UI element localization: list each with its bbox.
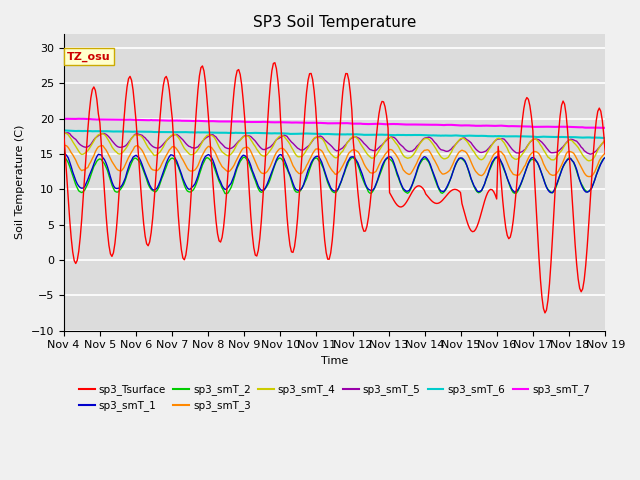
sp3_smT_2 xyxy=(300,182,307,188)
sp3_smT_2 xyxy=(252,178,259,183)
sp3_smT_2 xyxy=(223,191,230,196)
sp3_Tsurface xyxy=(602,151,609,157)
sp3_smT_4 xyxy=(60,131,67,136)
sp3_smT_5 xyxy=(241,133,248,139)
sp3_smT_1 xyxy=(60,150,67,156)
sp3_smT_2 xyxy=(243,156,250,162)
sp3_smT_4 xyxy=(585,158,593,164)
X-axis label: Time: Time xyxy=(321,356,348,366)
sp3_smT_4 xyxy=(223,152,230,158)
sp3_smT_2 xyxy=(241,155,248,160)
sp3_smT_5 xyxy=(298,147,306,153)
sp3_smT_6 xyxy=(223,130,230,136)
sp3_smT_3 xyxy=(250,155,258,161)
sp3_smT_6 xyxy=(573,134,580,140)
sp3_smT_3 xyxy=(585,174,593,180)
sp3_smT_7 xyxy=(602,125,609,131)
sp3_smT_7 xyxy=(600,125,607,131)
sp3_smT_1 xyxy=(248,168,256,173)
sp3_smT_3 xyxy=(241,145,248,151)
sp3_smT_7 xyxy=(128,117,136,123)
sp3_smT_5 xyxy=(223,145,230,151)
sp3_smT_2 xyxy=(574,173,582,179)
sp3_smT_6 xyxy=(250,130,258,136)
sp3_smT_5 xyxy=(586,151,594,157)
sp3_smT_3 xyxy=(60,143,67,148)
sp3_smT_1 xyxy=(297,187,305,192)
sp3_smT_5 xyxy=(128,135,136,141)
sp3_smT_2 xyxy=(126,164,134,169)
sp3_smT_5 xyxy=(60,131,67,137)
sp3_smT_6 xyxy=(298,131,306,136)
sp3_smT_7 xyxy=(298,120,306,126)
sp3_smT_4 xyxy=(250,142,258,147)
sp3_smT_3 xyxy=(573,156,580,161)
sp3_smT_3 xyxy=(61,143,69,148)
sp3_smT_4 xyxy=(602,137,609,143)
sp3_Tsurface xyxy=(221,209,229,215)
sp3_Tsurface xyxy=(60,128,67,134)
sp3_Tsurface xyxy=(298,150,306,156)
sp3_smT_1 xyxy=(239,152,247,158)
Line: sp3_Tsurface: sp3_Tsurface xyxy=(63,63,605,313)
sp3_smT_2 xyxy=(221,191,229,196)
sp3_Tsurface xyxy=(126,73,134,79)
sp3_Tsurface xyxy=(574,276,582,282)
sp3_smT_4 xyxy=(573,143,580,148)
Legend: sp3_Tsurface, sp3_smT_1, sp3_smT_2, sp3_smT_3, sp3_smT_4, sp3_smT_5, sp3_smT_6, : sp3_Tsurface, sp3_smT_1, sp3_smT_2, sp3_… xyxy=(75,380,595,416)
sp3_smT_1 xyxy=(221,187,229,192)
sp3_smT_1 xyxy=(602,155,609,160)
sp3_smT_7 xyxy=(250,119,258,125)
sp3_smT_7 xyxy=(60,116,67,122)
sp3_smT_6 xyxy=(61,128,69,133)
sp3_smT_7 xyxy=(573,124,580,130)
sp3_Tsurface xyxy=(248,231,256,237)
Line: sp3_smT_6: sp3_smT_6 xyxy=(63,131,605,138)
Line: sp3_smT_3: sp3_smT_3 xyxy=(63,145,605,177)
sp3_smT_6 xyxy=(602,135,609,141)
sp3_smT_6 xyxy=(128,129,136,134)
sp3_smT_6 xyxy=(241,130,248,136)
sp3_smT_4 xyxy=(298,154,306,159)
sp3_smT_5 xyxy=(602,138,609,144)
Line: sp3_smT_1: sp3_smT_1 xyxy=(63,153,605,193)
sp3_smT_7 xyxy=(75,116,83,121)
Line: sp3_smT_2: sp3_smT_2 xyxy=(63,157,605,193)
sp3_smT_5 xyxy=(250,137,258,143)
sp3_smT_7 xyxy=(223,119,230,124)
sp3_smT_5 xyxy=(573,138,580,144)
sp3_smT_4 xyxy=(61,130,69,136)
sp3_smT_3 xyxy=(223,168,230,174)
sp3_smT_1 xyxy=(573,167,580,172)
Line: sp3_smT_7: sp3_smT_7 xyxy=(63,119,605,128)
sp3_smT_6 xyxy=(60,128,67,133)
Line: sp3_smT_5: sp3_smT_5 xyxy=(63,133,605,154)
sp3_smT_3 xyxy=(602,150,609,156)
sp3_smT_7 xyxy=(241,119,248,125)
Y-axis label: Soil Temperature (C): Soil Temperature (C) xyxy=(15,125,25,240)
sp3_smT_3 xyxy=(128,149,136,155)
Text: TZ_osu: TZ_osu xyxy=(67,52,111,62)
Line: sp3_smT_4: sp3_smT_4 xyxy=(63,133,605,161)
sp3_Tsurface xyxy=(239,97,247,103)
sp3_smT_2 xyxy=(602,155,609,161)
sp3_Tsurface xyxy=(271,60,279,66)
sp3_smT_6 xyxy=(600,135,607,141)
sp3_smT_1 xyxy=(126,160,134,166)
sp3_smT_2 xyxy=(60,155,67,160)
sp3_smT_3 xyxy=(298,170,306,176)
sp3_smT_4 xyxy=(241,133,248,139)
sp3_smT_4 xyxy=(128,135,136,141)
sp3_smT_5 xyxy=(65,130,72,136)
sp3_smT_1 xyxy=(547,190,555,196)
sp3_Tsurface xyxy=(541,310,549,316)
Title: SP3 Soil Temperature: SP3 Soil Temperature xyxy=(253,15,416,30)
